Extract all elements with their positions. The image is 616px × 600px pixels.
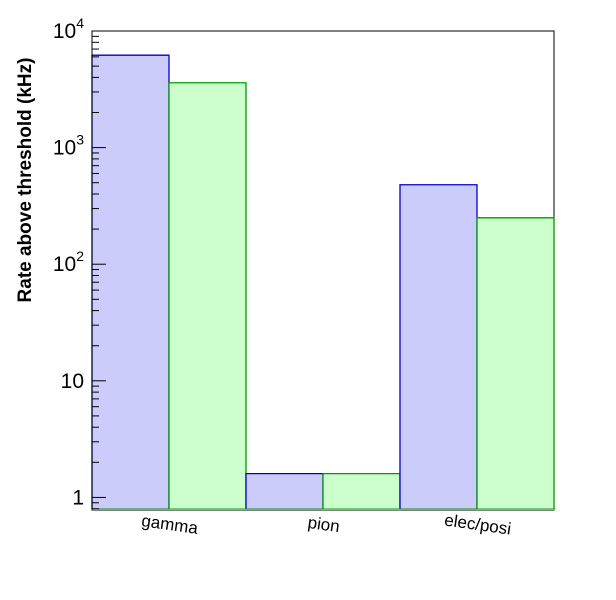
bars-layer	[91, 54, 555, 511]
y-tick-label: 104	[53, 15, 84, 43]
x-category-label: pion	[307, 513, 341, 536]
x-axis-categories: gamma pion elec/posi	[140, 510, 512, 538]
y-tick-label: 1	[72, 486, 84, 509]
y-tick-label: 102	[53, 248, 84, 276]
bar-pion-series-1	[246, 473, 323, 510]
bar-gamma-series-2	[169, 82, 246, 511]
y-axis: 1 10 102 103 104	[53, 15, 106, 510]
bar-gamma-series-1	[92, 55, 169, 511]
y-tick-label: 103	[53, 132, 84, 160]
y-tick-label: 10	[61, 370, 84, 393]
bar-elec-posi-series-1	[400, 184, 477, 510]
bar-outline-gamma-series-2	[168, 82, 247, 509]
bar-elec-posi-series-2	[477, 217, 554, 510]
x-category-label: elec/posi	[443, 510, 512, 538]
y-axis-label: Rate above threshold (kHz)	[15, 58, 36, 303]
bar-outline-elec-posi-series-2	[476, 217, 555, 509]
bar-pion-series-2	[323, 473, 400, 510]
x-category-label: gamma	[140, 511, 199, 538]
